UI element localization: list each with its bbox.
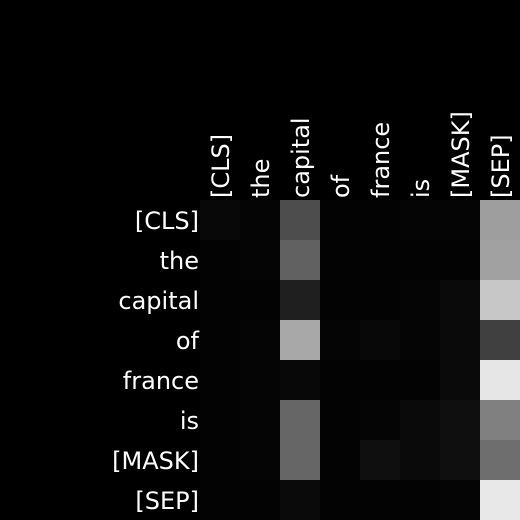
heatmap-cell: [240, 360, 280, 400]
heatmap-cell: [200, 360, 240, 400]
x-tick-label: [CLS]: [207, 134, 235, 198]
x-tick-label: capital: [287, 117, 315, 198]
heatmap-cell: [360, 280, 400, 320]
x-tick-label: the: [247, 159, 275, 198]
heatmap-cell: [360, 320, 400, 360]
heatmap-cell: [200, 480, 240, 520]
heatmap-cell: [400, 200, 440, 240]
y-tick-label: france: [123, 367, 199, 395]
heatmap-cell: [240, 240, 280, 280]
heatmap-cell: [200, 320, 240, 360]
x-tick-label: [MASK]: [447, 111, 475, 198]
heatmap-cell: [280, 440, 320, 480]
heatmap-cell: [320, 440, 360, 480]
heatmap-cell: [280, 320, 320, 360]
heatmap-cell: [240, 400, 280, 440]
heatmap-cell: [440, 200, 480, 240]
heatmap-cell: [440, 360, 480, 400]
heatmap-cell: [480, 280, 520, 320]
heatmap-cell: [400, 400, 440, 440]
y-tick-label: is: [180, 407, 199, 435]
heatmap-cell: [400, 240, 440, 280]
heatmap-cell: [280, 480, 320, 520]
y-tick-label: of: [176, 327, 200, 355]
heatmap-cell: [360, 400, 400, 440]
heatmap-cell: [320, 480, 360, 520]
heatmap-cell: [240, 320, 280, 360]
heatmap-cell: [480, 200, 520, 240]
heatmap-cell: [240, 200, 280, 240]
x-tick-label: france: [367, 122, 395, 198]
heatmap-cell: [280, 400, 320, 440]
heatmap-cell: [480, 440, 520, 480]
y-tick-label: [CLS]: [135, 207, 199, 235]
heatmap-cell: [400, 480, 440, 520]
x-tick-label: is: [407, 179, 435, 198]
heatmap-cell: [320, 400, 360, 440]
heatmap-cell: [440, 320, 480, 360]
heatmap-cell: [280, 360, 320, 400]
heatmap-cell: [200, 440, 240, 480]
heatmap-cell: [240, 440, 280, 480]
heatmap-cell: [400, 280, 440, 320]
heatmap-cell: [200, 240, 240, 280]
heatmap-cell: [440, 400, 480, 440]
heatmap-cell: [360, 240, 400, 280]
heatmap-cells: [200, 200, 520, 520]
heatmap-cell: [200, 200, 240, 240]
heatmap-cell: [240, 480, 280, 520]
heatmap-cell: [280, 280, 320, 320]
heatmap-cell: [320, 360, 360, 400]
x-tick-label: [SEP]: [487, 134, 515, 198]
heatmap-cell: [360, 480, 400, 520]
heatmap-cell: [240, 280, 280, 320]
heatmap-cell: [440, 280, 480, 320]
x-tick-label: of: [327, 174, 355, 198]
heatmap-cell: [400, 440, 440, 480]
y-tick-label: [MASK]: [112, 447, 199, 475]
heatmap-cell: [360, 440, 400, 480]
heatmap-cell: [480, 240, 520, 280]
y-axis-tick-labels: [CLS] the capital of france is [MASK] [SEP]: [112, 207, 199, 515]
y-tick-label: the: [160, 247, 199, 275]
heatmap-cell: [480, 400, 520, 440]
heatmap-cell: [440, 480, 480, 520]
heatmap-cell: [320, 200, 360, 240]
heatmap-cell: [320, 320, 360, 360]
heatmap-cell: [480, 320, 520, 360]
heatmap-cell: [360, 360, 400, 400]
y-tick-label: capital: [118, 287, 199, 315]
heatmap-cell: [280, 240, 320, 280]
heatmap-cell: [200, 280, 240, 320]
heatmap-cell: [400, 360, 440, 400]
heatmap-cell: [360, 200, 400, 240]
heatmap-cell: [200, 400, 240, 440]
heatmap-cell: [280, 200, 320, 240]
heatmap-cell: [480, 360, 520, 400]
y-tick-label: [SEP]: [135, 487, 199, 515]
heatmap-cell: [400, 320, 440, 360]
heatmap-cell: [320, 280, 360, 320]
heatmap-cell: [440, 440, 480, 480]
heatmap-cell: [440, 240, 480, 280]
heatmap-cell: [320, 240, 360, 280]
heatmap-cell: [480, 480, 520, 520]
x-axis-tick-labels: [CLS] the capital of france is [MASK] [SEP]: [207, 111, 515, 198]
